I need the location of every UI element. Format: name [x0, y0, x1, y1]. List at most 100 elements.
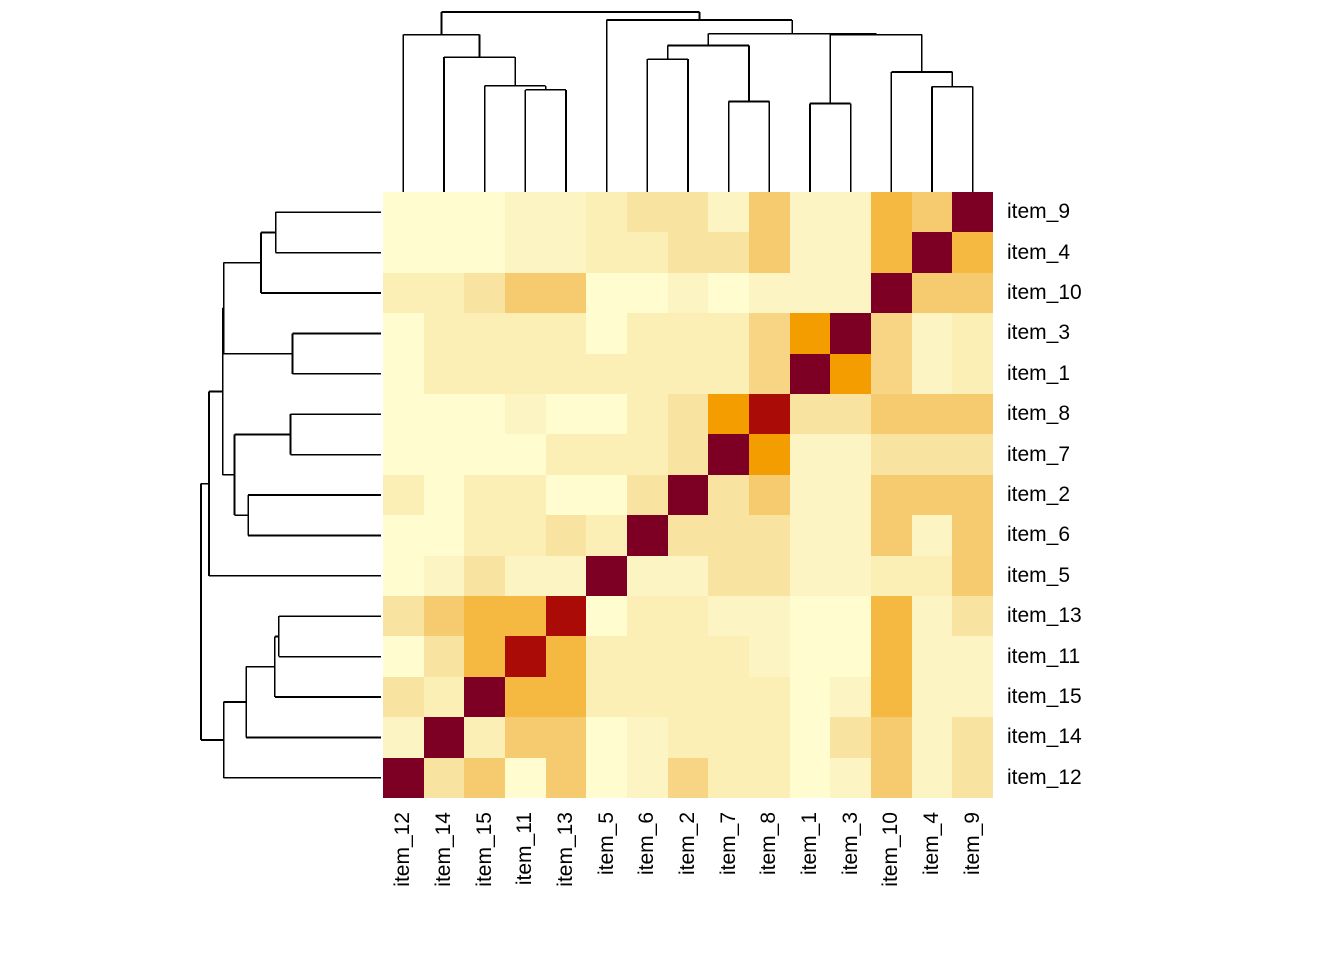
heatmap-cell: [383, 596, 424, 637]
heatmap-cell: [667, 596, 709, 637]
heatmap-cell: [586, 313, 627, 354]
heatmap-cell: [952, 313, 993, 354]
heatmap-cell: [545, 394, 587, 435]
col-label: item_15: [472, 812, 496, 887]
heatmap-cell: [545, 272, 587, 314]
heatmap-cell: [830, 192, 871, 233]
heatmap-cell: [383, 394, 424, 435]
col-label: item_3: [838, 812, 862, 876]
row-label: item_12: [1007, 765, 1082, 789]
heatmap-cell: [627, 555, 668, 596]
heatmap-cell: [749, 757, 790, 798]
heatmap-cell: [830, 676, 871, 718]
heatmap-cell: [423, 353, 465, 394]
heatmap-cell: [911, 596, 953, 637]
heatmap-cell: [545, 232, 587, 273]
heatmap-cell: [830, 596, 871, 637]
heatmap-cell: [708, 272, 749, 314]
heatmap-cell: [789, 353, 831, 394]
col-label: item_12: [391, 812, 415, 887]
heatmap-cell: [952, 555, 993, 596]
heatmap-cell: [871, 757, 912, 798]
heatmap-cell: [749, 353, 790, 394]
heatmap-cell: [545, 636, 587, 677]
heatmap-cell: [464, 272, 505, 314]
heatmap-cell: [911, 272, 953, 314]
heatmap-cell: [789, 676, 831, 718]
heatmap-cell: [383, 434, 424, 475]
heatmap-cell: [871, 474, 912, 516]
heatmap-cell: [586, 474, 627, 516]
heatmap-cell: [749, 232, 790, 273]
heatmap-cell: [464, 676, 505, 718]
heatmap-cell: [505, 676, 546, 718]
heatmap-cell: [586, 353, 627, 394]
heatmap-cell: [911, 434, 953, 475]
heatmap-cell: [423, 636, 465, 677]
heatmap-matrix: [383, 192, 993, 798]
heatmap-cell: [383, 272, 424, 314]
heatmap-cell: [952, 636, 993, 677]
heatmap-cell: [830, 232, 871, 273]
heatmap-cell: [708, 313, 749, 354]
heatmap-cell: [667, 353, 709, 394]
heatmap-cell: [586, 757, 627, 798]
heatmap-cell: [464, 232, 505, 273]
heatmap-cell: [789, 757, 831, 798]
heatmap-cell: [749, 717, 790, 758]
row-label: item_14: [1007, 725, 1082, 749]
heatmap-cell: [423, 676, 465, 718]
heatmap-cell: [383, 313, 424, 354]
heatmap-cell: [627, 272, 668, 314]
heatmap-cell: [952, 596, 993, 637]
heatmap-cell: [952, 474, 993, 516]
heatmap-cell: [505, 353, 546, 394]
heatmap-cell: [708, 474, 749, 516]
row-label: item_10: [1007, 281, 1082, 304]
heatmap-cell: [545, 192, 587, 233]
heatmap-cell: [830, 474, 871, 516]
col-label: item_13: [554, 812, 577, 887]
heatmap-cell: [749, 313, 790, 354]
row-label: item_13: [1007, 604, 1082, 628]
heatmap-cell: [505, 313, 546, 354]
heatmap-cell: [505, 474, 546, 516]
heatmap-cell: [952, 515, 993, 556]
heatmap-cell: [464, 353, 505, 394]
heatmap-cell: [789, 192, 831, 233]
heatmap-cell: [952, 192, 993, 233]
col-label: item_7: [716, 812, 740, 876]
heatmap-cell: [545, 555, 587, 596]
row-label: item_8: [1007, 402, 1071, 426]
heatmap-cell: [830, 434, 871, 475]
heatmap-cell: [464, 757, 505, 798]
heatmap-cell: [708, 555, 749, 596]
heatmap-cell: [911, 676, 953, 718]
heatmap-cell: [545, 434, 587, 475]
heatmap-cell: [789, 434, 831, 475]
heatmap-cell: [871, 353, 912, 394]
heatmap-cell: [749, 434, 790, 475]
heatmap-cell: [627, 394, 668, 435]
col-label: item_1: [798, 812, 821, 876]
heatmap-cell: [464, 192, 505, 233]
heatmap-cell: [383, 474, 424, 516]
heatmap-cell: [505, 596, 546, 637]
heatmap-cell: [423, 596, 465, 637]
heatmap-cell: [545, 515, 587, 556]
heatmap-cell: [789, 515, 831, 556]
heatmap-cell: [627, 192, 668, 233]
col-label: item_8: [757, 812, 781, 876]
heatmap-cell: [627, 596, 668, 637]
heatmap-cell: [586, 636, 627, 677]
heatmap-cell: [423, 394, 465, 435]
heatmap-cell: [505, 555, 546, 596]
row-label: item_11: [1007, 644, 1081, 668]
heatmap-cell: [911, 394, 953, 435]
heatmap-cell: [667, 757, 709, 798]
heatmap-cell: [667, 313, 709, 354]
heatmap-cell: [586, 515, 627, 556]
heatmap-cell: [423, 555, 465, 596]
heatmap-cell: [952, 757, 993, 798]
heatmap-cell: [667, 515, 709, 556]
